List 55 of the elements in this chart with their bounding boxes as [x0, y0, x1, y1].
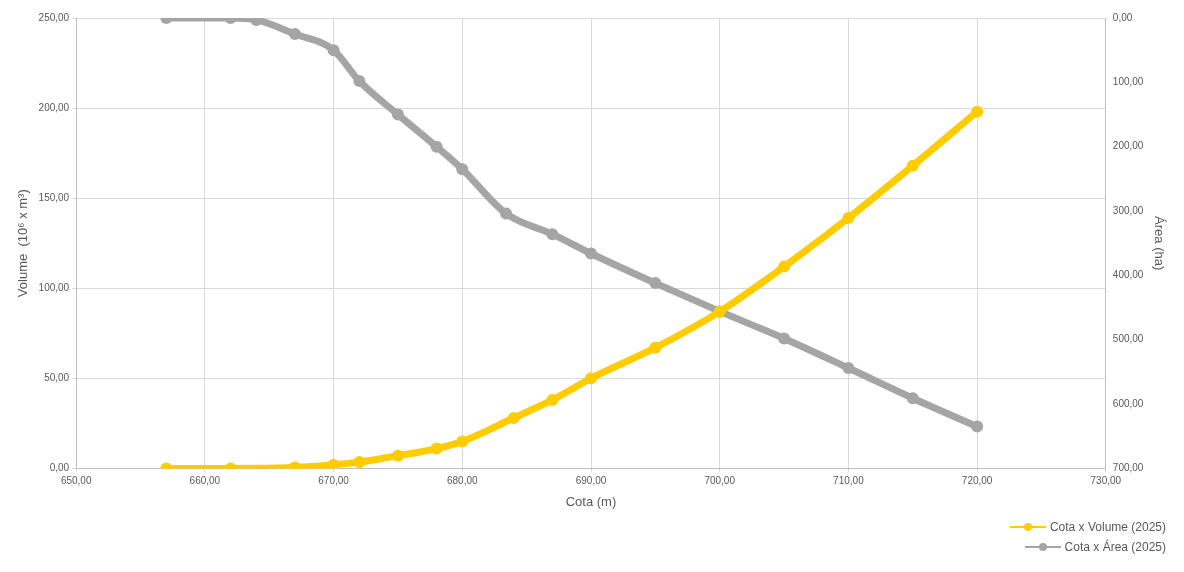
y2-axis-title: Área (ha) — [1151, 216, 1167, 271]
point — [391, 108, 404, 121]
x-tick-label: 670,00 — [318, 475, 350, 487]
x-tick-label: 710,00 — [833, 475, 865, 487]
point — [546, 228, 559, 241]
y-tick-label: 0,00 — [49, 462, 70, 474]
point — [391, 449, 404, 462]
point — [778, 260, 791, 273]
point — [507, 411, 520, 424]
x-tick-label: 700,00 — [704, 475, 736, 487]
y2-tick-label: 0,00 — [1112, 11, 1133, 23]
y2-tick-label: 400,00 — [1112, 269, 1144, 281]
y-tick-label: 200,00 — [38, 101, 70, 113]
x-tick-label: 660,00 — [189, 475, 221, 487]
point — [500, 207, 513, 220]
point — [585, 372, 597, 385]
point — [456, 435, 469, 448]
point — [430, 442, 443, 455]
y-tick-label: 150,00 — [38, 191, 70, 203]
x-axis-title: Cota (m) — [565, 493, 617, 509]
point — [456, 163, 469, 176]
y-tick-label: 250,00 — [38, 11, 70, 23]
point — [906, 159, 919, 172]
point — [906, 392, 919, 405]
point — [546, 393, 559, 406]
point — [971, 105, 984, 118]
point — [430, 140, 443, 153]
point — [649, 277, 662, 290]
legend-label: Cota x Volume (2025) — [1049, 520, 1166, 534]
point — [842, 211, 855, 224]
point — [585, 247, 597, 260]
y-axis-title: Volume (10⁶ x m³) — [15, 189, 31, 298]
point — [353, 456, 366, 469]
x-tick-label: 730,00 — [1090, 475, 1122, 487]
point — [327, 44, 340, 57]
y2-tick-label: 600,00 — [1112, 397, 1144, 409]
point — [778, 332, 791, 345]
point — [288, 28, 301, 41]
point — [353, 75, 366, 88]
y-tick-label: 50,00 — [44, 372, 70, 384]
point — [649, 341, 662, 354]
y-tick-label: 100,00 — [38, 281, 70, 293]
x-tick-label: 690,00 — [575, 475, 607, 487]
point — [842, 362, 855, 375]
point — [971, 420, 984, 433]
y2-tick-label: 700,00 — [1112, 462, 1144, 474]
y2-tick-label: 500,00 — [1112, 333, 1144, 345]
legend-label: Cota x Área (2025) — [1064, 540, 1166, 554]
y2-tick-label: 100,00 — [1112, 76, 1144, 88]
y2-tick-label: 200,00 — [1112, 140, 1144, 152]
point — [327, 458, 340, 469]
x-tick-label: 650,00 — [60, 475, 92, 487]
y2-tick-label: 300,00 — [1112, 204, 1144, 216]
x-tick-label: 680,00 — [447, 475, 479, 487]
x-tick-label: 720,00 — [961, 475, 993, 487]
